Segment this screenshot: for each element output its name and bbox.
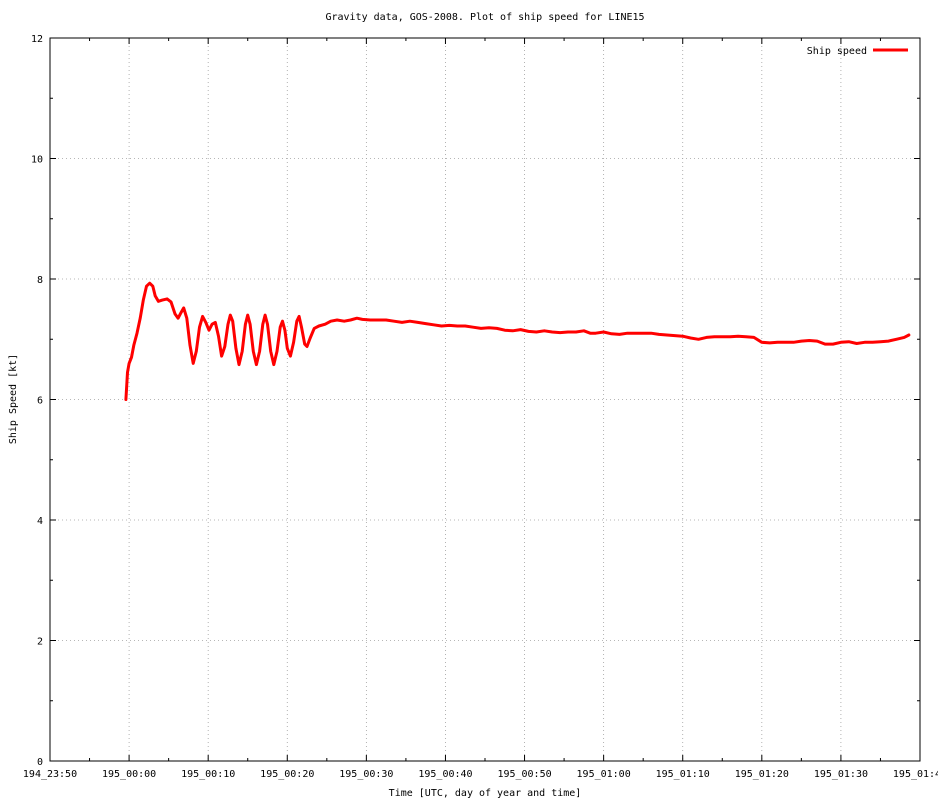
plot-frame	[49, 37, 921, 762]
x-tick-label: 195_01:40	[893, 769, 938, 780]
y-tick-label: 6	[37, 396, 43, 407]
y-tick-label: 12	[31, 34, 43, 45]
grid	[50, 38, 920, 761]
x-tick-label: 194_23:50	[23, 769, 77, 780]
y-axis-label: Ship Speed [kt]	[8, 354, 19, 444]
y-tick-label: 2	[37, 637, 43, 648]
y-tick-label: 8	[37, 275, 43, 286]
axis-ticks: 194_23:50 195_00:00 195_00:10 195_00:20 195_…	[23, 34, 938, 780]
y-tick-label: 10	[31, 155, 43, 166]
x-tick-label: 195_00:00	[102, 769, 156, 780]
x-tick-label: 195_01:10	[656, 769, 710, 780]
y-tick-label: 4	[37, 516, 43, 527]
x-tick-label: 195_01:00	[577, 769, 631, 780]
x-axis-label: Time [UTC, day of year and time]	[389, 788, 582, 799]
legend-label: Ship speed	[807, 46, 867, 57]
series-line-ship-speed	[124, 281, 911, 401]
legend: Ship speed	[807, 46, 908, 57]
x-tick-label: 195_00:30	[339, 769, 393, 780]
chart-title: Gravity data, GOS-2008. Plot of ship spe…	[325, 12, 644, 23]
x-tick-label: 195_01:20	[735, 769, 789, 780]
x-tick-label: 195_00:20	[260, 769, 314, 780]
x-tick-label: 195_00:10	[181, 769, 235, 780]
x-tick-label: 195_00:40	[418, 769, 472, 780]
x-tick-label: 195_01:30	[814, 769, 868, 780]
y-tick-label: 0	[37, 757, 43, 768]
series-layer	[124, 281, 911, 401]
x-tick-label: 195_00:50	[497, 769, 551, 780]
